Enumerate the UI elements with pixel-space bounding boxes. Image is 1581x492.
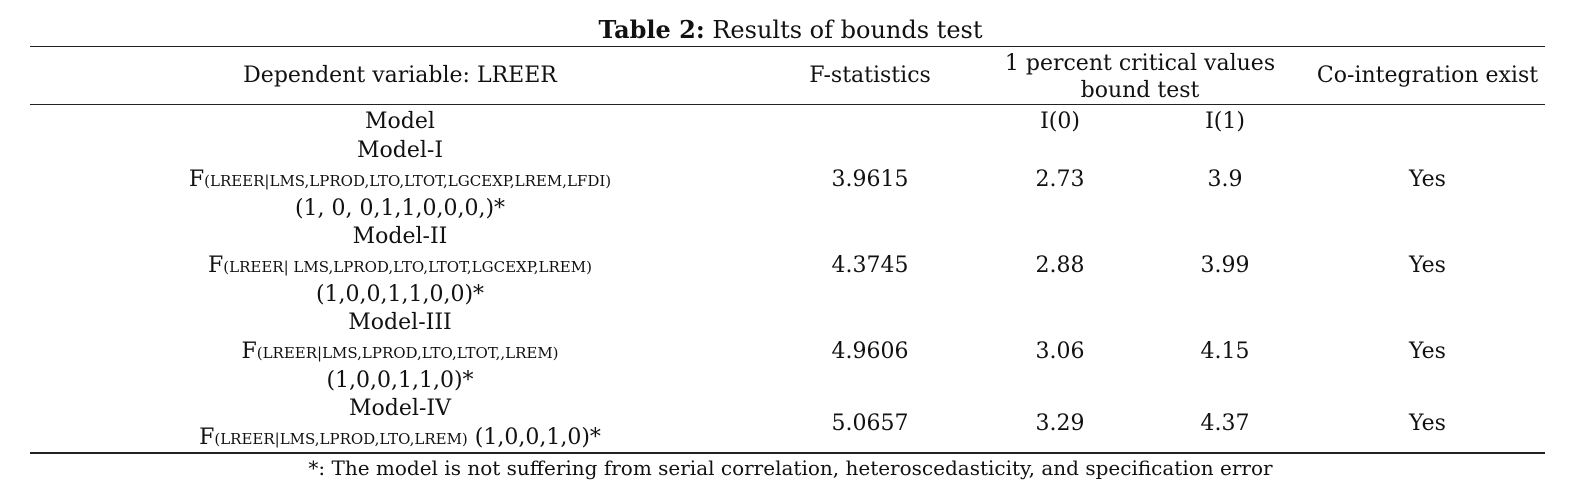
header-critical-values-line1: 1 percent critical values [1004, 51, 1276, 76]
cointegration-value: Yes [1409, 167, 1446, 192]
model-f-spec: F(LREER| LMS,LPROD,LTO,LTOT,LGCEXP,LREM) [30, 252, 770, 281]
cointegration-value: Yes [1409, 339, 1446, 364]
model-lags: (1, 0, 0,1,1,0,0,0,)* [294, 196, 506, 221]
f-subscript: (LREER|LMS,LPROD,LTO,LTOT,LGCEXP,LREM,LF… [204, 172, 612, 190]
top-rule [30, 46, 1545, 47]
i1-value: 4.37 [1200, 411, 1250, 436]
model-f-spec: F(LREER|LMS,LPROD,LTO,LTOT,,LREM) [30, 338, 770, 367]
i0-value: 3.06 [1035, 339, 1085, 364]
header-rule [30, 104, 1545, 105]
f-subscript: (LREER|LMS,LPROD,LTO,LTOT,,LREM) [256, 344, 559, 362]
i0-value: 2.73 [1035, 167, 1085, 192]
model-lags: (1,0,0,1,1,0,0)* [315, 282, 485, 307]
f-statistic-value: 4.9606 [831, 339, 909, 364]
i0-value: 2.88 [1035, 253, 1085, 278]
f-prefix: F [208, 253, 224, 278]
model-name: Model-I [356, 138, 444, 163]
f-prefix: F [241, 339, 257, 364]
f-subscript: (LREER| LMS,LPROD,LTO,LTOT,LGCEXP,LREM) [223, 258, 592, 276]
model-lags: (1,0,0,1,1,0)* [326, 368, 474, 393]
f-statistic-value: 4.3745 [831, 253, 909, 278]
cointegration-value: Yes [1409, 411, 1446, 436]
header-dependent-variable: Dependent variable: LREER [243, 63, 557, 88]
table-footnote: *: The model is not suffering from seria… [308, 456, 1273, 480]
table-title: Table 2: Results of bounds test [0, 14, 1581, 46]
table-title-text: Results of bounds test [712, 16, 983, 44]
f-prefix: F [188, 167, 205, 192]
model-name: Model-II [352, 224, 448, 249]
header-critical-values-line2: bound test [1080, 78, 1200, 103]
subheader-i0: I(0) [1040, 109, 1080, 134]
model-f-spec: F(LREER|LMS,LPROD,LTO,LREM) (1,0,0,1,0)* [30, 424, 770, 453]
f-subscript: (LREER|LMS,LPROD,LTO,LREM) [214, 430, 468, 448]
header-f-statistics: F-statistics [809, 63, 931, 88]
model-name: Model-III [348, 310, 452, 335]
i1-value: 3.99 [1200, 253, 1250, 278]
f-statistic-value: 3.9615 [831, 167, 909, 192]
model-lags: (1,0,0,1,0)* [474, 425, 601, 450]
subheader-i1: I(1) [1205, 109, 1245, 134]
bottom-rule [30, 452, 1545, 454]
i1-value: 3.9 [1207, 167, 1243, 192]
model-f-spec: F(LREER|LMS,LPROD,LTO,LTOT,LGCEXP,LREM,L… [30, 166, 770, 195]
model-name: Model-IV [349, 396, 451, 421]
table-title-label: Table 2: [598, 15, 705, 44]
f-statistic-value: 5.0657 [831, 411, 909, 436]
cointegration-value: Yes [1409, 253, 1446, 278]
subheader-model: Model [365, 109, 435, 134]
i0-value: 3.29 [1035, 411, 1085, 436]
i1-value: 4.15 [1200, 339, 1250, 364]
f-prefix: F [199, 425, 215, 450]
header-cointegration: Co-integration exist [1316, 63, 1539, 88]
